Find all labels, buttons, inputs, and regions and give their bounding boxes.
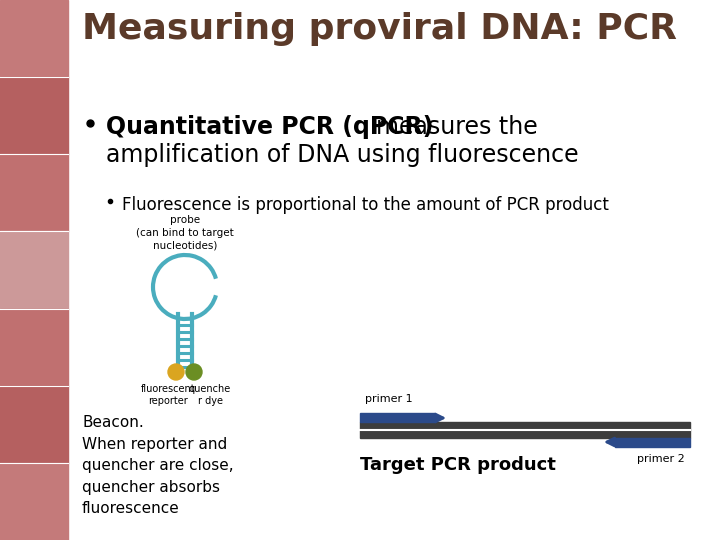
Bar xyxy=(360,422,690,438)
Text: Quantitative PCR (qPCR): Quantitative PCR (qPCR) xyxy=(106,115,433,139)
Text: primer 1: primer 1 xyxy=(365,394,413,404)
Text: probe
(can bind to target
nucleotides): probe (can bind to target nucleotides) xyxy=(136,215,234,250)
Bar xyxy=(360,413,435,422)
Bar xyxy=(0,154,68,232)
Text: measures the
amplification of DNA using fluorescence: measures the amplification of DNA using … xyxy=(106,115,579,167)
Text: primer 2: primer 2 xyxy=(637,454,685,464)
Text: Target PCR product: Target PCR product xyxy=(360,456,556,474)
Circle shape xyxy=(168,364,184,380)
Text: fluorescent
reporter: fluorescent reporter xyxy=(140,384,195,406)
Bar xyxy=(0,308,68,386)
Bar xyxy=(0,77,68,154)
FancyArrowPatch shape xyxy=(607,438,617,446)
Bar xyxy=(0,0,68,77)
Bar xyxy=(615,438,690,447)
Bar xyxy=(0,386,68,463)
Bar xyxy=(0,232,68,308)
Text: Beacon.
When reporter and
quencher are close,
quencher absorbs
fluorescence: Beacon. When reporter and quencher are c… xyxy=(82,415,233,516)
FancyArrowPatch shape xyxy=(433,414,443,422)
Bar xyxy=(0,463,68,540)
Text: Fluorescence is proportional to the amount of PCR product: Fluorescence is proportional to the amou… xyxy=(122,196,609,214)
Circle shape xyxy=(186,364,202,380)
Text: Measuring proviral DNA: PCR: Measuring proviral DNA: PCR xyxy=(82,12,677,46)
Text: quenche
r dye: quenche r dye xyxy=(189,384,231,406)
